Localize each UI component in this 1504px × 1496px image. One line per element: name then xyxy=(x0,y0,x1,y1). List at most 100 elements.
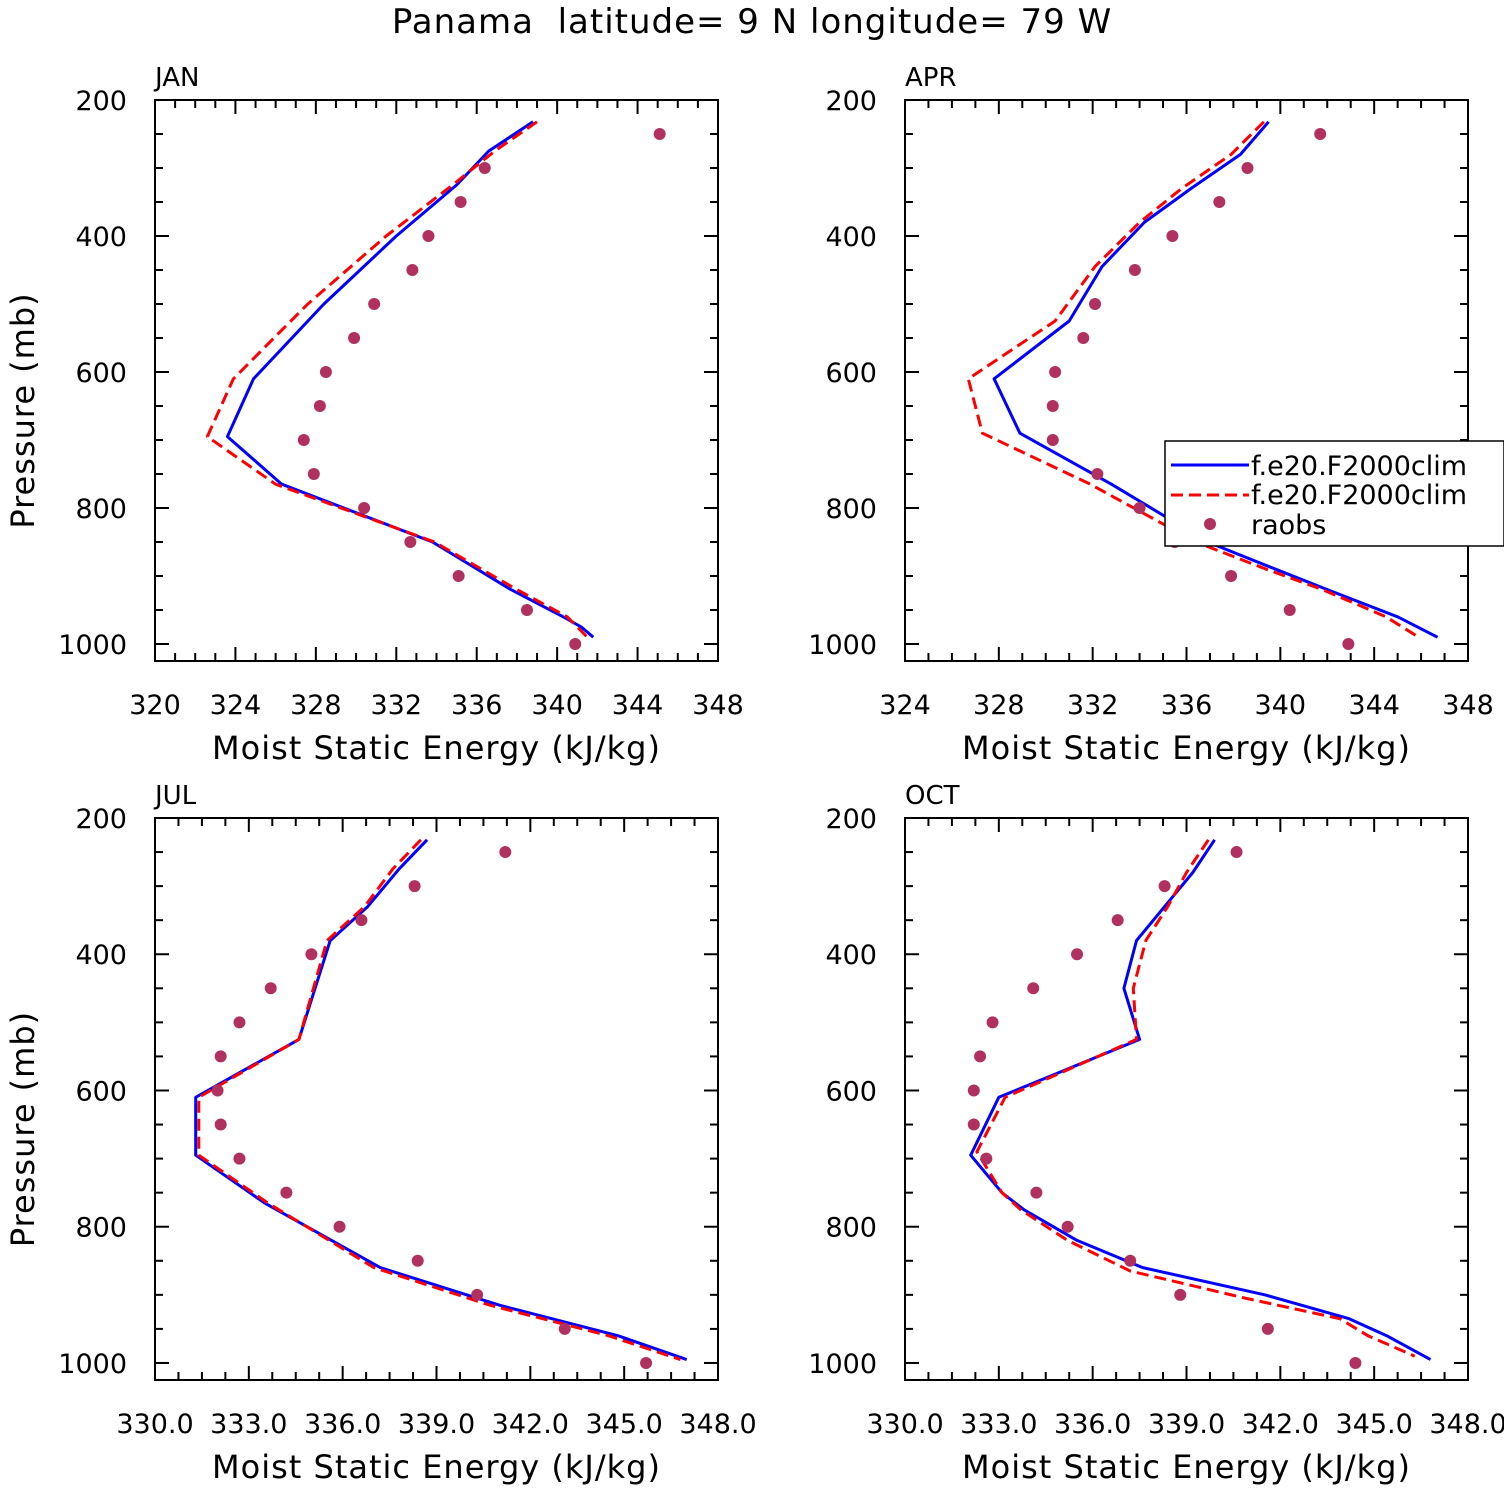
y-tick-label: 800 xyxy=(75,494,127,525)
raobs-point xyxy=(214,1118,227,1131)
raobs-point xyxy=(1225,570,1238,582)
raobs-point xyxy=(1071,948,1084,961)
x-tick-label: 336.0 xyxy=(1054,1409,1131,1440)
x-tick-label: 333.0 xyxy=(210,1409,287,1440)
x-tick-label: 339.0 xyxy=(398,1409,475,1440)
y-tick-label: 1000 xyxy=(58,1349,127,1380)
panel-oct: 200 400 600 800 1000 330.0 333.0 336.0 339.0 342.… xyxy=(808,781,1504,1486)
legend-label-model2: f.e20.F2000clim xyxy=(1251,480,1467,511)
raobs-point xyxy=(305,948,318,961)
raobs-point xyxy=(1030,1186,1043,1199)
raobs-point xyxy=(1166,230,1179,242)
x-tick-label: 345.0 xyxy=(586,1409,663,1440)
x-tick-label: 348.0 xyxy=(1429,1409,1504,1440)
raobs-point xyxy=(307,468,320,480)
raobs-point xyxy=(348,332,361,344)
y-tick-label: 200 xyxy=(825,804,877,835)
x-tick-label: 348 xyxy=(692,690,744,721)
x-tick-label: 324 xyxy=(210,690,262,721)
y-tick-label: 1000 xyxy=(58,630,127,661)
y-tick-label: 1000 xyxy=(808,1349,877,1380)
raobs-point xyxy=(1261,1322,1274,1335)
raobs-point xyxy=(355,914,368,927)
series-line-model1 xyxy=(225,120,595,639)
raobs-point xyxy=(1077,332,1090,344)
series-line-model2 xyxy=(975,838,1416,1358)
raobs-point xyxy=(454,196,467,208)
panel-label-oct: OCT xyxy=(905,781,960,811)
raobs-point xyxy=(974,1050,987,1063)
raobs-point xyxy=(1230,846,1243,859)
raobs-point xyxy=(478,162,491,174)
y-tick-label: 400 xyxy=(825,222,877,253)
y-tick-label: 200 xyxy=(75,86,127,117)
y-axis-title: Pressure (mb) xyxy=(4,292,42,528)
y-tick-label: 1000 xyxy=(808,630,877,661)
panel-jul: 200 400 600 800 1000 330.0 333.0 336.0 339.0 342.… xyxy=(4,781,757,1486)
raobs-point xyxy=(499,846,512,859)
x-tick-label: 340 xyxy=(531,690,583,721)
x-tick-label: 328 xyxy=(290,690,342,721)
y-tick-label: 800 xyxy=(75,1213,127,1244)
legend-swatch-raobs xyxy=(1204,518,1216,530)
y-tick-label: 600 xyxy=(75,358,127,389)
y-tick-label: 600 xyxy=(825,358,877,389)
y-tick-label: 800 xyxy=(825,494,877,525)
raobs-point xyxy=(640,1356,653,1369)
raobs-point xyxy=(452,570,465,582)
x-tick-label: 336 xyxy=(1161,690,1213,721)
raobs-point xyxy=(408,880,421,893)
x-tick-label: 340 xyxy=(1255,690,1307,721)
x-tick-label: 339.0 xyxy=(1148,1409,1225,1440)
x-tick-label: 330.0 xyxy=(116,1409,193,1440)
panel-label-jan: JAN xyxy=(153,63,199,93)
x-axis-title: Moist Static Energy (kJ/kg) xyxy=(962,729,1411,767)
x-tick-label: 344 xyxy=(1348,690,1400,721)
raobs-point xyxy=(1241,162,1254,174)
raobs-point xyxy=(264,982,277,995)
y-axis-title: Pressure (mb) xyxy=(4,1011,42,1247)
raobs-point xyxy=(1111,914,1124,927)
series-line-model2 xyxy=(966,120,1420,639)
figure-title: Panama latitude= 9 N longitude= 79 W xyxy=(391,2,1113,42)
x-tick-label: 332 xyxy=(371,690,423,721)
raobs-point xyxy=(233,1016,246,1029)
x-axis-title: Moist Static Energy (kJ/kg) xyxy=(212,1448,661,1486)
series-line-model2 xyxy=(205,120,589,639)
raobs-point xyxy=(1314,128,1327,140)
x-axis-title: Moist Static Energy (kJ/kg) xyxy=(962,1448,1411,1486)
raobs-point xyxy=(211,1084,224,1097)
raobs-point xyxy=(1061,1220,1074,1233)
raobs-point xyxy=(333,1220,346,1233)
raobs-point xyxy=(233,1152,246,1165)
raobs-point xyxy=(280,1186,293,1199)
raobs-point xyxy=(653,128,666,140)
raobs-point xyxy=(319,366,332,378)
y-tick-label: 600 xyxy=(75,1076,127,1107)
series-line-model1 xyxy=(992,120,1439,639)
x-tick-label: 336 xyxy=(451,690,503,721)
raobs-point xyxy=(368,298,381,310)
x-tick-label: 330.0 xyxy=(866,1409,943,1440)
raobs-point xyxy=(1027,982,1040,995)
x-tick-label: 328 xyxy=(973,690,1025,721)
raobs-point xyxy=(1091,468,1104,480)
raobs-point xyxy=(1133,502,1146,514)
raobs-point xyxy=(422,230,435,242)
raobs-point xyxy=(471,1288,484,1301)
raobs-point xyxy=(986,1016,999,1029)
raobs-point xyxy=(520,604,533,616)
y-tick-label: 400 xyxy=(75,940,127,971)
x-tick-label: 345.0 xyxy=(1336,1409,1413,1440)
raobs-point xyxy=(1049,366,1062,378)
plot-frame-jan xyxy=(154,99,719,662)
x-tick-label: 348.0 xyxy=(679,1409,756,1440)
legend-label-model1: f.e20.F2000clim xyxy=(1251,451,1467,482)
plot-frame-jul xyxy=(154,817,719,1381)
raobs-point xyxy=(967,1118,980,1131)
